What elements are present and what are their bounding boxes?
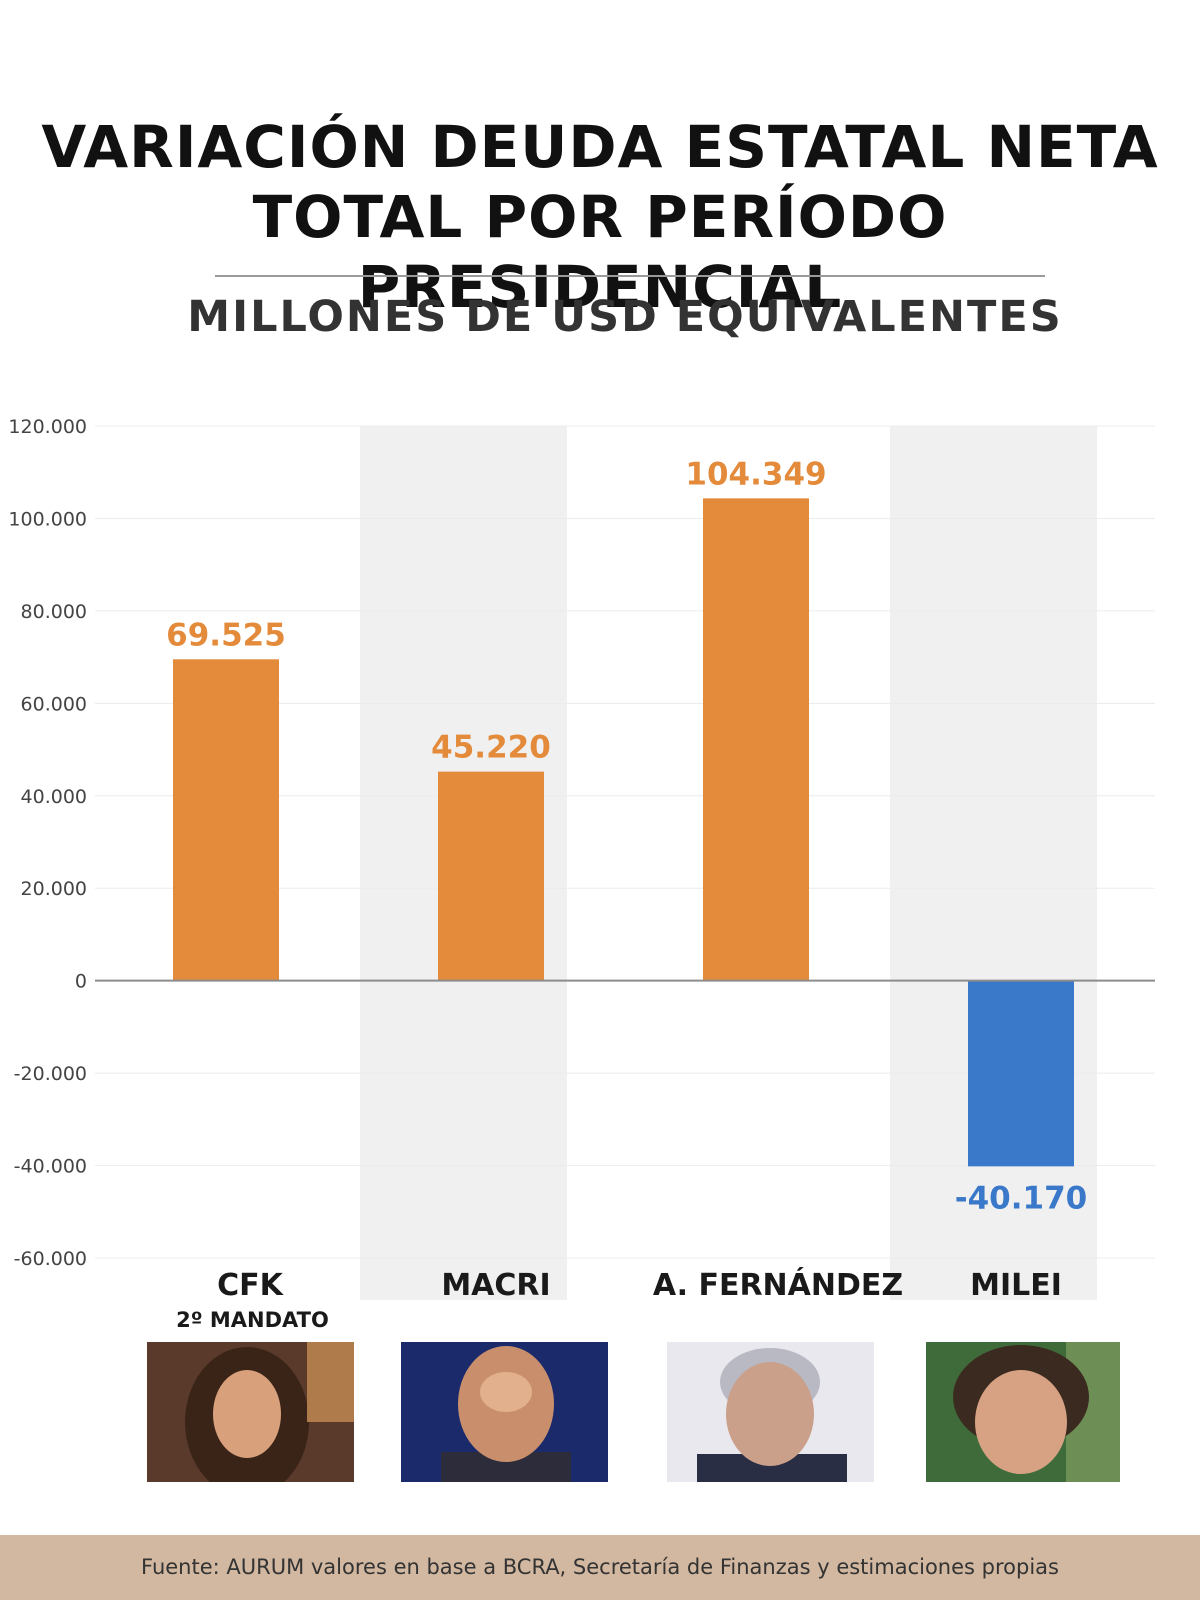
data-label: 45.220 bbox=[431, 730, 551, 766]
y-tick-label: 40.000 bbox=[21, 786, 87, 808]
data-label: 104.349 bbox=[685, 456, 826, 492]
fernandez-photo bbox=[667, 1342, 874, 1482]
milei-photo bbox=[926, 1342, 1120, 1482]
y-tick-label: -20.000 bbox=[14, 1063, 87, 1085]
bar bbox=[438, 771, 544, 981]
cfk-photo-face bbox=[213, 1370, 281, 1458]
bar-chart: 120.000 100.000 80.000 60.000 40.000 20.000 0 -… bbox=[8, 416, 1155, 1300]
y-tick-label: 0 bbox=[75, 971, 87, 993]
source-note: Fuente: AURUM valores en base a BCRA, Se… bbox=[141, 1555, 1059, 1579]
bar bbox=[173, 659, 279, 981]
category-label: CFK bbox=[217, 1268, 285, 1300]
category-label: MILEI bbox=[970, 1268, 1062, 1300]
title-line-2: TOTAL POR PERÍODO PRESIDENCIAL bbox=[252, 183, 948, 321]
title-divider bbox=[215, 275, 1045, 277]
y-tick-label: 100.000 bbox=[8, 508, 87, 530]
chart-title: VARIACIÓN DEUDA ESTATAL NETA TOTAL POR P… bbox=[0, 112, 1200, 322]
y-tick-label: -40.000 bbox=[14, 1156, 87, 1178]
background-band bbox=[890, 426, 1097, 1300]
chart-subtitle: MILLONES DE USD EQUIVALENTES bbox=[187, 292, 1063, 342]
fernandez-photo-face bbox=[726, 1362, 814, 1466]
category-label: A. FERNÁNDEZ bbox=[653, 1267, 903, 1300]
bar bbox=[968, 980, 1074, 1167]
source-footer: Fuente: AURUM valores en base a BCRA, Se… bbox=[0, 1535, 1200, 1600]
y-tick-label: 20.000 bbox=[21, 878, 87, 900]
title-line-1: VARIACIÓN DEUDA ESTATAL NETA bbox=[41, 113, 1159, 181]
category-label: MACRI bbox=[441, 1268, 550, 1300]
y-tick-label: 80.000 bbox=[21, 601, 87, 623]
macri-photo bbox=[401, 1342, 608, 1482]
cfk-photo-ornament bbox=[307, 1342, 354, 1422]
bar bbox=[703, 498, 809, 981]
cfk-photo bbox=[147, 1342, 354, 1482]
data-label: 69.525 bbox=[166, 617, 286, 653]
y-tick-label: 120.000 bbox=[8, 416, 87, 438]
y-tick-label: -60.000 bbox=[14, 1248, 87, 1270]
category-sublabel-cfk: 2º MANDATO bbox=[176, 1308, 329, 1332]
y-tick-label: 60.000 bbox=[21, 693, 87, 715]
macri-photo-highlight bbox=[480, 1372, 532, 1412]
milei-photo-face bbox=[975, 1370, 1067, 1474]
data-label: -40.170 bbox=[955, 1180, 1088, 1216]
